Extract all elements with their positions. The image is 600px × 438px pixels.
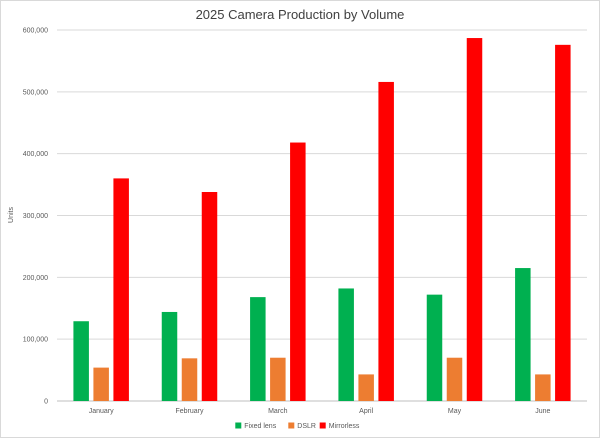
x-tick-label: June xyxy=(535,408,550,415)
x-axis-ticks: January February March April May June xyxy=(89,408,551,415)
y-tick-label: 0 xyxy=(44,399,48,406)
bar-dslr xyxy=(93,367,109,401)
x-tick-label: February xyxy=(175,408,204,415)
legend-label: DSLR xyxy=(297,423,316,430)
bar-mirrorless xyxy=(201,192,218,401)
y-axis-ticks: 0 100,000 200,000 300,000 400,000 500,000 600,… xyxy=(23,28,48,406)
bar-dslr xyxy=(535,374,551,401)
chart-title: 2025 Camera Production by Volume xyxy=(196,7,405,22)
x-tick-label: May xyxy=(448,408,462,415)
bar-dslr xyxy=(446,357,463,401)
y-tick-label: 500,000 xyxy=(23,89,48,96)
bars xyxy=(73,38,571,402)
bar-mirrorless xyxy=(555,44,571,402)
x-tick-label: April xyxy=(359,408,373,415)
gridlines xyxy=(57,29,587,402)
bar-fixed-lens xyxy=(338,288,354,401)
bar-dslr xyxy=(358,374,374,401)
bar-mirrorless xyxy=(113,178,129,401)
y-tick-label: 600,000 xyxy=(23,28,48,35)
y-tick-label: 200,000 xyxy=(23,275,48,282)
bar-mirrorless xyxy=(290,142,306,401)
bar-fixed-lens xyxy=(515,268,531,401)
bar-fixed-lens xyxy=(161,311,178,401)
bar-mirrorless xyxy=(378,81,394,401)
x-tick-label: January xyxy=(89,408,114,415)
legend-swatch xyxy=(288,422,295,429)
y-tick-label: 100,000 xyxy=(23,337,48,344)
y-axis-label: Units xyxy=(8,207,15,223)
legend-label: Mirrorless xyxy=(329,423,360,430)
x-tick-label: March xyxy=(268,408,288,415)
legend-label: Fixed lens xyxy=(244,423,276,430)
legend-swatch xyxy=(235,422,242,429)
legend: Fixed lens DSLR Mirrorless xyxy=(235,422,360,430)
y-tick-label: 400,000 xyxy=(23,151,48,158)
bar-mirrorless xyxy=(466,38,483,402)
bar-fixed-lens xyxy=(73,321,89,401)
bar-fixed-lens xyxy=(250,297,266,401)
y-tick-label: 300,000 xyxy=(23,213,48,220)
legend-swatch xyxy=(319,422,326,429)
bar-dslr xyxy=(181,358,198,401)
bar-fixed-lens xyxy=(426,294,443,401)
bar-dslr xyxy=(270,357,286,401)
